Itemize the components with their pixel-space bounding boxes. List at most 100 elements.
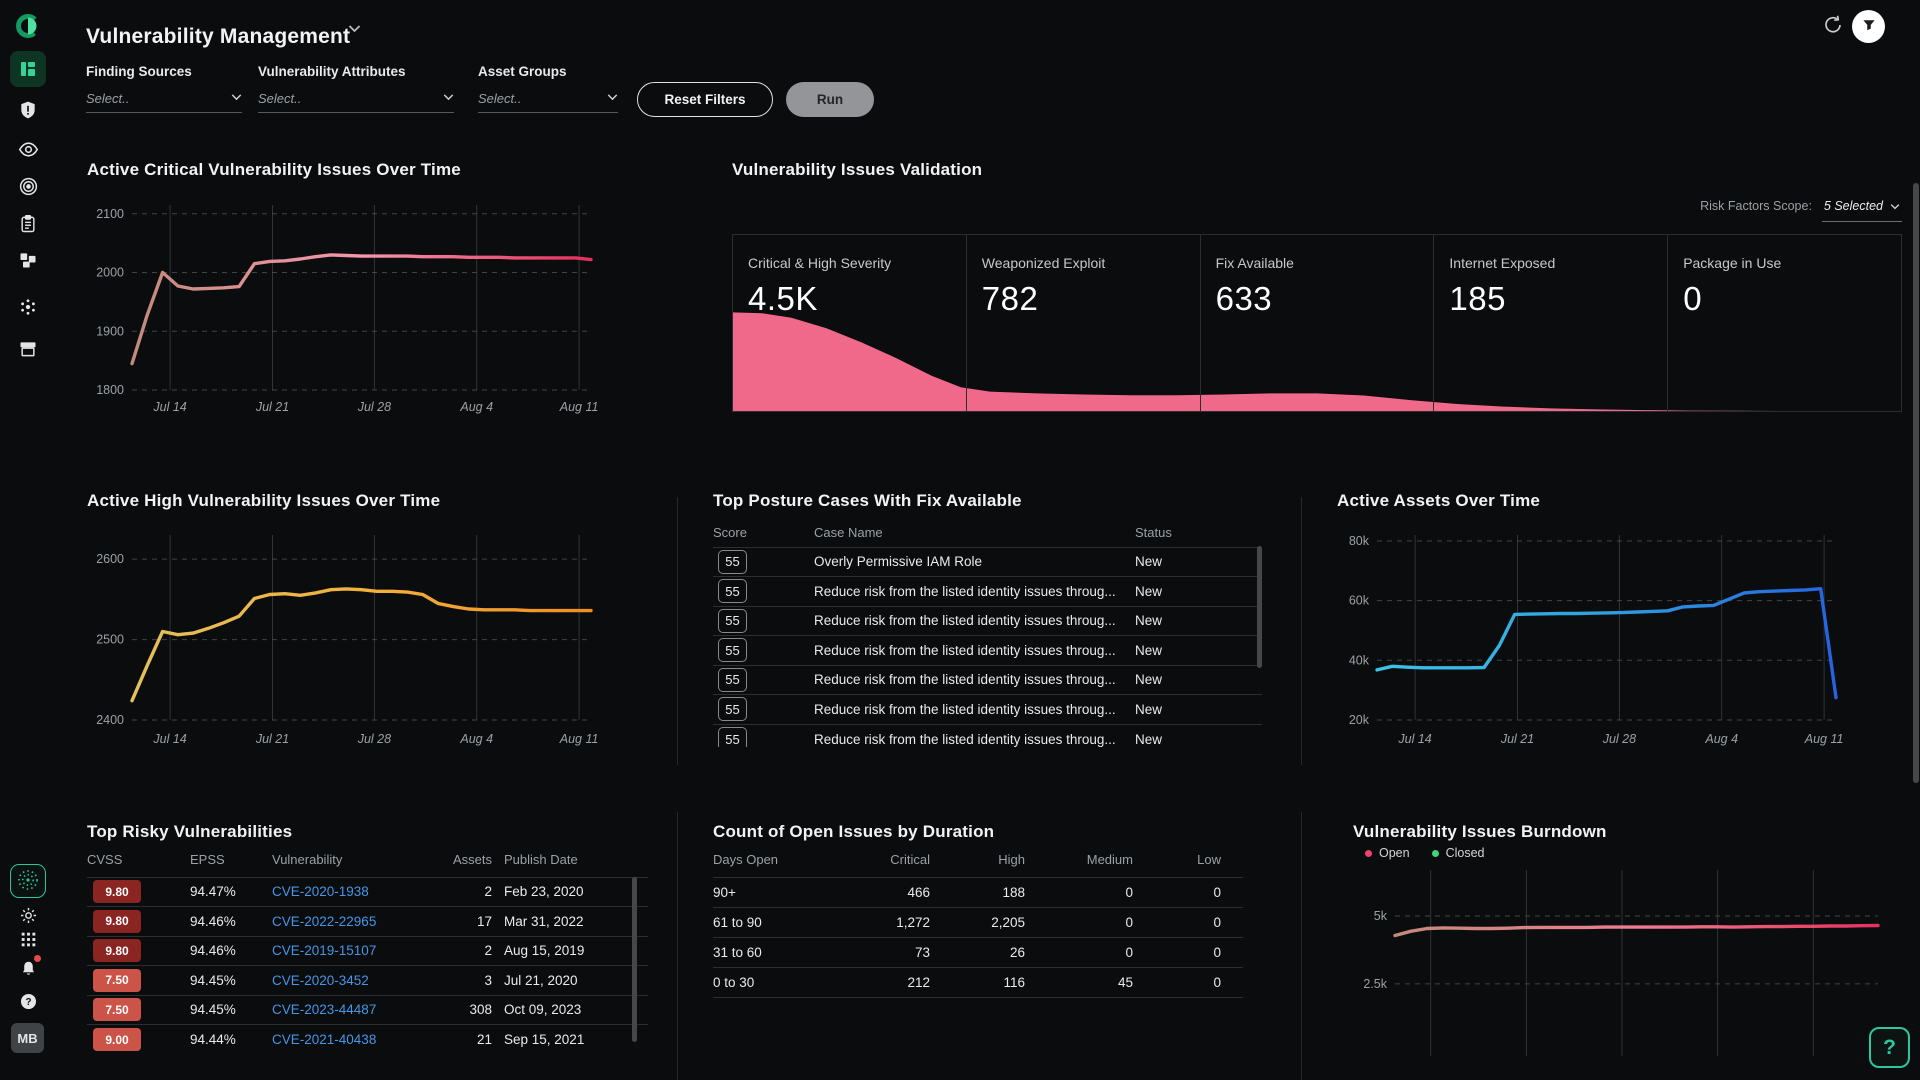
- column-header-assets: Assets: [452, 851, 492, 867]
- cvss-badge: 9.80: [93, 939, 141, 963]
- cve-link[interactable]: CVE-2020-3452: [272, 972, 369, 988]
- risky-table-title: Top Risky Vulnerabilities: [87, 822, 293, 841]
- validation-card[interactable]: Weaponized Exploit 782: [965, 235, 1200, 411]
- risky-table-row[interactable]: 7.50 94.45% CVE-2023-44487 308 Oct 09, 2…: [87, 995, 648, 1025]
- svg-text:Aug 4: Aug 4: [459, 732, 493, 746]
- validation-card[interactable]: Internet Exposed 185: [1433, 235, 1667, 411]
- svg-text:2000: 2000: [96, 266, 124, 280]
- risky-table-row[interactable]: 9.80 94.47% CVE-2020-1938 2 Feb 23, 2020: [87, 877, 648, 907]
- duration-table-row: 61 to 90 1,272 2,205 0 0: [713, 907, 1243, 937]
- filter-icon: [1861, 17, 1877, 36]
- svg-text:?: ?: [25, 996, 31, 1007]
- status-cell: New: [1135, 613, 1163, 629]
- posture-table-row[interactable]: 55 Reduce risk from the listed identity …: [713, 576, 1262, 607]
- run-button[interactable]: Run: [786, 82, 874, 117]
- ai-assistant-button[interactable]: [10, 864, 46, 898]
- risky-table-row[interactable]: 7.50 94.45% CVE-2020-3452 3 Jul 21, 2020: [87, 965, 648, 996]
- posture-table-row[interactable]: 55 Reduce risk from the listed identity …: [713, 724, 1262, 747]
- divider: [677, 812, 678, 1080]
- risky-table-row[interactable]: 9.00 94.44% CVE-2021-40438 21 Sep 15, 20…: [87, 1024, 648, 1055]
- posture-table-row[interactable]: 55 Reduce risk from the listed identity …: [713, 606, 1262, 636]
- sidebar-item-discovery[interactable]: [10, 289, 46, 325]
- legend-item: Open: [1365, 846, 1410, 860]
- archive-box-icon: [18, 339, 38, 359]
- help-icon: ?: [19, 992, 38, 1011]
- column-header-status: Status: [1135, 524, 1172, 540]
- asset-groups-select[interactable]: Select..: [478, 88, 618, 113]
- svg-text:80k: 80k: [1349, 534, 1370, 548]
- refresh-button[interactable]: [1821, 13, 1845, 40]
- medium-count-cell: 0: [1125, 884, 1133, 900]
- legend-label: Open: [1379, 846, 1410, 860]
- eye-icon: [18, 139, 39, 160]
- burndown-chart: 2.5k 5k: [1363, 870, 1880, 1056]
- duration-table-row: 0 to 30 212 116 45 0: [713, 967, 1243, 997]
- sidebar-item-risks[interactable]: [10, 92, 46, 128]
- cve-link[interactable]: CVE-2022-22965: [272, 913, 377, 929]
- scope-value: 5 Selected: [1823, 199, 1883, 213]
- sidebar-item-notifications[interactable]: [10, 952, 46, 984]
- sidebar-item-dashboard[interactable]: [10, 51, 46, 87]
- assets-cell: 2: [484, 943, 492, 959]
- help-fab-button[interactable]: ?: [1869, 1027, 1910, 1068]
- risky-table-row[interactable]: 9.80 94.46% CVE-2022-22965 17 Mar 31, 20…: [87, 906, 648, 937]
- chevron-down-icon: [231, 88, 242, 106]
- sidebar-item-visibility[interactable]: [10, 131, 46, 167]
- finding-sources-select[interactable]: Select..: [86, 88, 242, 113]
- status-cell: New: [1135, 642, 1163, 658]
- posture-table-row[interactable]: 55 Overly Permissive IAM Role New: [713, 547, 1262, 577]
- risky-table-row[interactable]: 9.80 94.46% CVE-2019-15107 2 Aug 15, 201…: [87, 936, 648, 966]
- user-avatar[interactable]: MB: [11, 1023, 44, 1053]
- posture-table-scrollbar[interactable]: [1257, 546, 1262, 668]
- title-chevron-down-icon[interactable]: [348, 20, 361, 38]
- sidebar-item-help[interactable]: ?: [10, 986, 46, 1016]
- reset-filters-button[interactable]: Reset Filters: [637, 82, 773, 117]
- critical-chart-title: Active Critical Vulnerability Issues Ove…: [87, 160, 461, 179]
- cve-link[interactable]: CVE-2021-40438: [272, 1032, 377, 1047]
- scope-label: Risk Factors Scope:: [1700, 199, 1812, 213]
- posture-table-row[interactable]: 55 Reduce risk from the listed identity …: [713, 665, 1262, 695]
- validation-card-label: Fix Available: [1215, 255, 1294, 271]
- page-scrollbar[interactable]: [1913, 183, 1919, 783]
- case-name-cell: Reduce risk from the listed identity iss…: [814, 613, 1116, 629]
- assets-chart: Jul 14 Jul 21 Jul 28 Aug 4 Aug 11 20k 40k 60k 80…: [1349, 534, 1844, 746]
- sidebar-item-attack-paths[interactable]: [10, 168, 46, 204]
- chevron-down-icon: [443, 88, 454, 106]
- days-open-cell: 31 to 60: [713, 944, 762, 960]
- high-count-cell: 188: [1002, 884, 1025, 900]
- cve-link[interactable]: CVE-2020-1938: [272, 884, 369, 900]
- filter-label: Finding Sources: [86, 64, 192, 79]
- sidebar-item-compliance[interactable]: [10, 206, 46, 242]
- cve-link[interactable]: CVE-2023-44487: [272, 1002, 377, 1018]
- sidebar-item-archive[interactable]: [10, 331, 46, 367]
- duration-table: Days Open Critical High Medium Low 90+ 4…: [713, 842, 1243, 998]
- risky-table-scrollbar[interactable]: [632, 877, 637, 1042]
- svg-text:Jul 14: Jul 14: [152, 732, 186, 746]
- svg-text:Jul 21: Jul 21: [255, 400, 289, 414]
- sidebar: ? MB: [0, 0, 56, 1080]
- posture-table-row[interactable]: 55 Reduce risk from the listed identity …: [713, 694, 1262, 725]
- low-count-cell: 0: [1213, 914, 1221, 930]
- cve-link[interactable]: CVE-2019-15107: [272, 943, 377, 959]
- sidebar-item-apps[interactable]: [10, 924, 46, 954]
- risky-vulnerabilities-table: CVSS EPSS Vulnerability Assets Publish D…: [87, 842, 648, 1080]
- chevron-down-icon: [607, 88, 618, 106]
- svg-text:Jul 28: Jul 28: [357, 400, 391, 414]
- publish-date-cell: Sep 15, 2021: [504, 1032, 585, 1047]
- clipboard-icon: [18, 214, 38, 234]
- sidebar-item-settings[interactable]: [10, 900, 46, 930]
- validation-card[interactable]: Fix Available 633: [1199, 235, 1434, 411]
- svg-text:2.5k: 2.5k: [1363, 977, 1387, 991]
- filter-fab-button[interactable]: [1852, 10, 1885, 43]
- assets-cell: 21: [476, 1032, 492, 1047]
- assets-chart-title: Active Assets Over Time: [1337, 491, 1541, 510]
- sidebar-item-inventory[interactable]: [10, 242, 46, 278]
- svg-text:Jul 28: Jul 28: [1602, 732, 1636, 746]
- days-open-cell: 90+: [713, 884, 736, 900]
- validation-card[interactable]: Critical & High Severity 4.5K: [733, 235, 966, 411]
- posture-table-row[interactable]: 55 Reduce risk from the listed identity …: [713, 635, 1262, 666]
- validation-card[interactable]: Package in Use 0: [1667, 235, 1901, 411]
- vulnerability-attributes-select[interactable]: Select..: [258, 88, 454, 113]
- scope-dropdown[interactable]: 5 Selected: [1821, 197, 1902, 222]
- column-header-epss: EPSS: [190, 851, 225, 867]
